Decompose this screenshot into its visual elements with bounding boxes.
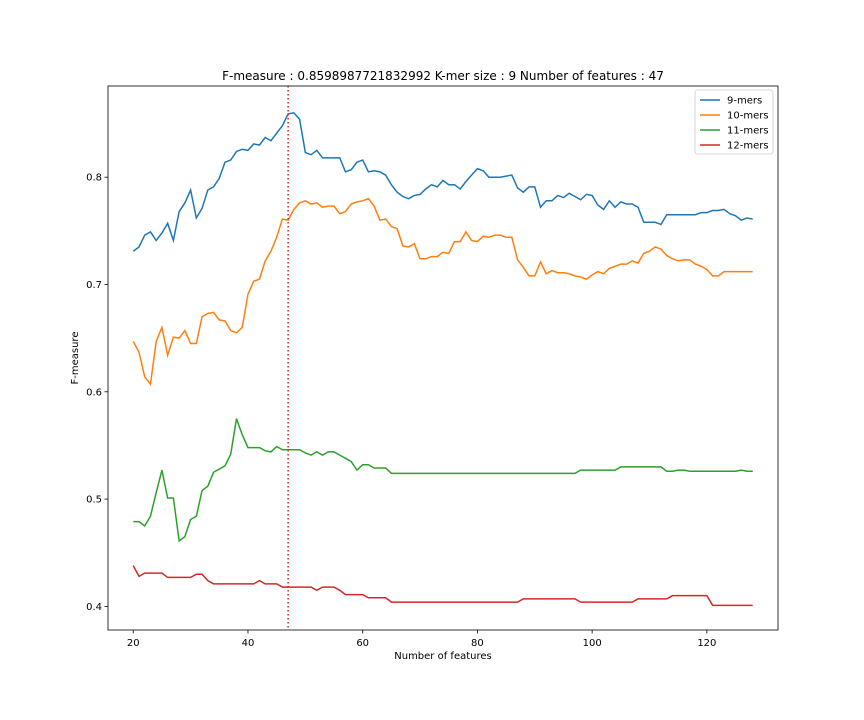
legend-label-10-mers: 10-mers — [727, 111, 769, 122]
y-tick-label: 0.6 — [86, 387, 102, 398]
legend-box — [694, 89, 774, 155]
axes-frame — [107, 85, 779, 631]
x-tick-label: 60 — [356, 638, 369, 649]
series-line-12-mers — [132, 565, 753, 607]
series-line-10-mers — [132, 197, 753, 387]
x-tick-label: 20 — [127, 638, 140, 649]
y-tick-label: 0.5 — [86, 495, 102, 506]
plot-area — [132, 86, 753, 630]
x-tick-label: 40 — [242, 638, 255, 649]
y-tick-label: 0.7 — [86, 280, 102, 291]
axis-ticks: 20 40 60 80 100 120 0.4 0.5 0.6 0.7 0.8 — [86, 173, 716, 649]
legend-label-12-mers: 12-mers — [727, 141, 769, 152]
legend-label-11-mers: 11-mers — [727, 126, 769, 137]
series-line-11-mers — [133, 418, 753, 543]
chart-title: F-measure : 0.8598987721832992 K-mer siz… — [222, 69, 664, 83]
legend-label-9-mers: 9-mers — [727, 96, 762, 107]
x-tick-label: 80 — [471, 638, 484, 649]
series-line-9-mers — [132, 112, 753, 252]
x-axis-label: Number of features — [394, 651, 491, 662]
y-tick-label: 0.4 — [86, 602, 102, 613]
y-tick-label: 0.8 — [86, 173, 102, 184]
legend: 9-mers 10-mers 11-mers 12-mers — [694, 89, 774, 155]
x-tick-label: 120 — [697, 638, 716, 649]
x-tick-label: 100 — [583, 638, 602, 649]
y-axis-label: F-measure — [70, 332, 81, 385]
